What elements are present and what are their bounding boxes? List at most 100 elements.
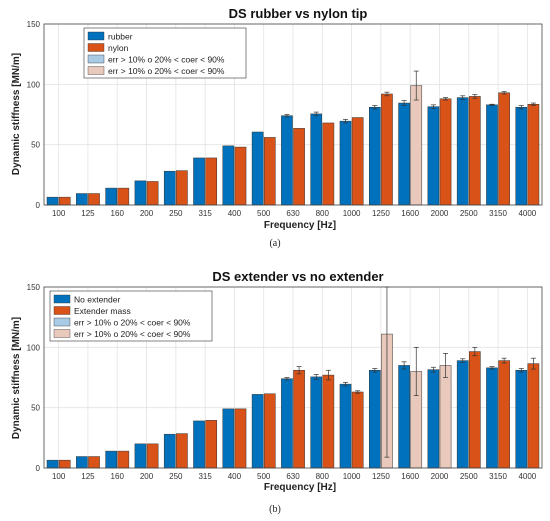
bar [281, 115, 293, 206]
x-tick-label: 2500 [460, 209, 478, 218]
bar [456, 360, 469, 469]
x-tick-label: 2000 [431, 472, 449, 481]
x-tick-label: 1600 [401, 472, 419, 481]
bar [439, 98, 452, 206]
legend-label: rubber [108, 32, 133, 42]
x-tick-label: 1250 [372, 472, 390, 481]
x-tick-label: 800 [316, 472, 330, 481]
x-tick-label: 1000 [343, 209, 361, 218]
x-tick-label: 1250 [372, 209, 390, 218]
axes-frame [43, 23, 543, 206]
bar [486, 104, 498, 206]
bar [193, 420, 205, 469]
legend-box [49, 290, 213, 342]
y-tick-label: 0 [36, 201, 41, 210]
bar [527, 103, 540, 206]
legend-label: err > 10% o 20% < coer < 90% [74, 329, 191, 339]
bar [527, 363, 540, 469]
chart-a-caption: (a) [269, 238, 280, 249]
bar [263, 393, 276, 469]
bar [293, 128, 305, 206]
x-tick-label: 1000 [343, 472, 361, 481]
bar [76, 456, 88, 469]
legend-label: err > 10% o 20% < coer < 90% [74, 318, 191, 328]
bar [339, 383, 352, 469]
bar [351, 391, 364, 469]
bar [263, 137, 276, 206]
bar [498, 360, 510, 469]
bar [193, 157, 205, 206]
bar [234, 408, 247, 469]
bar [498, 92, 510, 206]
bar [456, 97, 469, 206]
chart-b-caption: (b) [269, 504, 281, 515]
bar [381, 93, 393, 206]
bar [322, 374, 335, 469]
bar [117, 450, 130, 469]
x-tick-label: 4000 [518, 472, 536, 481]
bar [310, 376, 323, 469]
x-tick-label: 315 [198, 209, 212, 218]
x-tick-label: 100 [52, 472, 66, 481]
y-tick-label: 50 [31, 141, 40, 150]
axes-frame [43, 286, 543, 469]
bar [134, 443, 147, 469]
legend-label: Extender mass [74, 306, 131, 316]
bar [281, 378, 293, 469]
legend-swatch [87, 66, 105, 75]
bar [369, 107, 381, 206]
y-tick-label: 0 [36, 464, 41, 473]
bar [105, 450, 117, 469]
x-tick-label: 200 [140, 209, 154, 218]
x-tick-label: 400 [228, 472, 242, 481]
x-tick-label: 3150 [489, 472, 507, 481]
legend-swatch [87, 31, 105, 41]
x-tick-label: 800 [316, 209, 330, 218]
bar [469, 96, 481, 206]
bar [293, 370, 305, 469]
y-tick-label: 100 [27, 343, 41, 352]
x-tick-label: 1600 [401, 209, 419, 218]
x-tick-label: 250 [169, 209, 183, 218]
chart-a-xlabel: Frequency [Hz] [264, 220, 336, 231]
chart-b-xlabel: Frequency [Hz] [264, 482, 336, 493]
bar [234, 146, 247, 206]
bar [310, 113, 323, 206]
bar [222, 145, 235, 206]
bar [351, 117, 364, 206]
chart-a: DS rubber vs nylon tip Dynamic stiffness… [11, 6, 543, 249]
bar [439, 365, 452, 469]
x-tick-label: 125 [81, 209, 95, 218]
bar [134, 180, 147, 206]
bar [398, 102, 410, 206]
bar [339, 120, 352, 206]
bar [515, 370, 528, 469]
bar [163, 170, 176, 206]
legend-swatch [87, 43, 105, 52]
x-tick-label: 500 [257, 472, 271, 481]
y-tick-label: 150 [27, 20, 41, 29]
x-tick-label: 200 [140, 472, 154, 481]
x-tick-label: 4000 [518, 209, 536, 218]
bar [163, 433, 176, 469]
legend-label: err > 10% o 20% < coer < 90% [108, 66, 225, 76]
y-tick-label: 150 [27, 283, 41, 292]
legend-swatch [53, 306, 71, 315]
bar [58, 196, 71, 206]
x-tick-label: 315 [198, 472, 212, 481]
bar [205, 157, 217, 206]
bar [427, 369, 440, 469]
bar [205, 420, 217, 469]
x-tick-label: 160 [111, 209, 125, 218]
bar [469, 351, 481, 469]
bar [58, 459, 71, 469]
bar [105, 187, 117, 206]
x-tick-label: 100 [52, 209, 66, 218]
bar [322, 122, 335, 206]
x-tick-label: 630 [286, 472, 300, 481]
bar [369, 370, 381, 469]
legend-swatch [87, 54, 105, 64]
bar [76, 193, 88, 206]
legend-label: err > 10% o 20% < coer < 90% [108, 55, 225, 65]
bar [427, 106, 440, 206]
